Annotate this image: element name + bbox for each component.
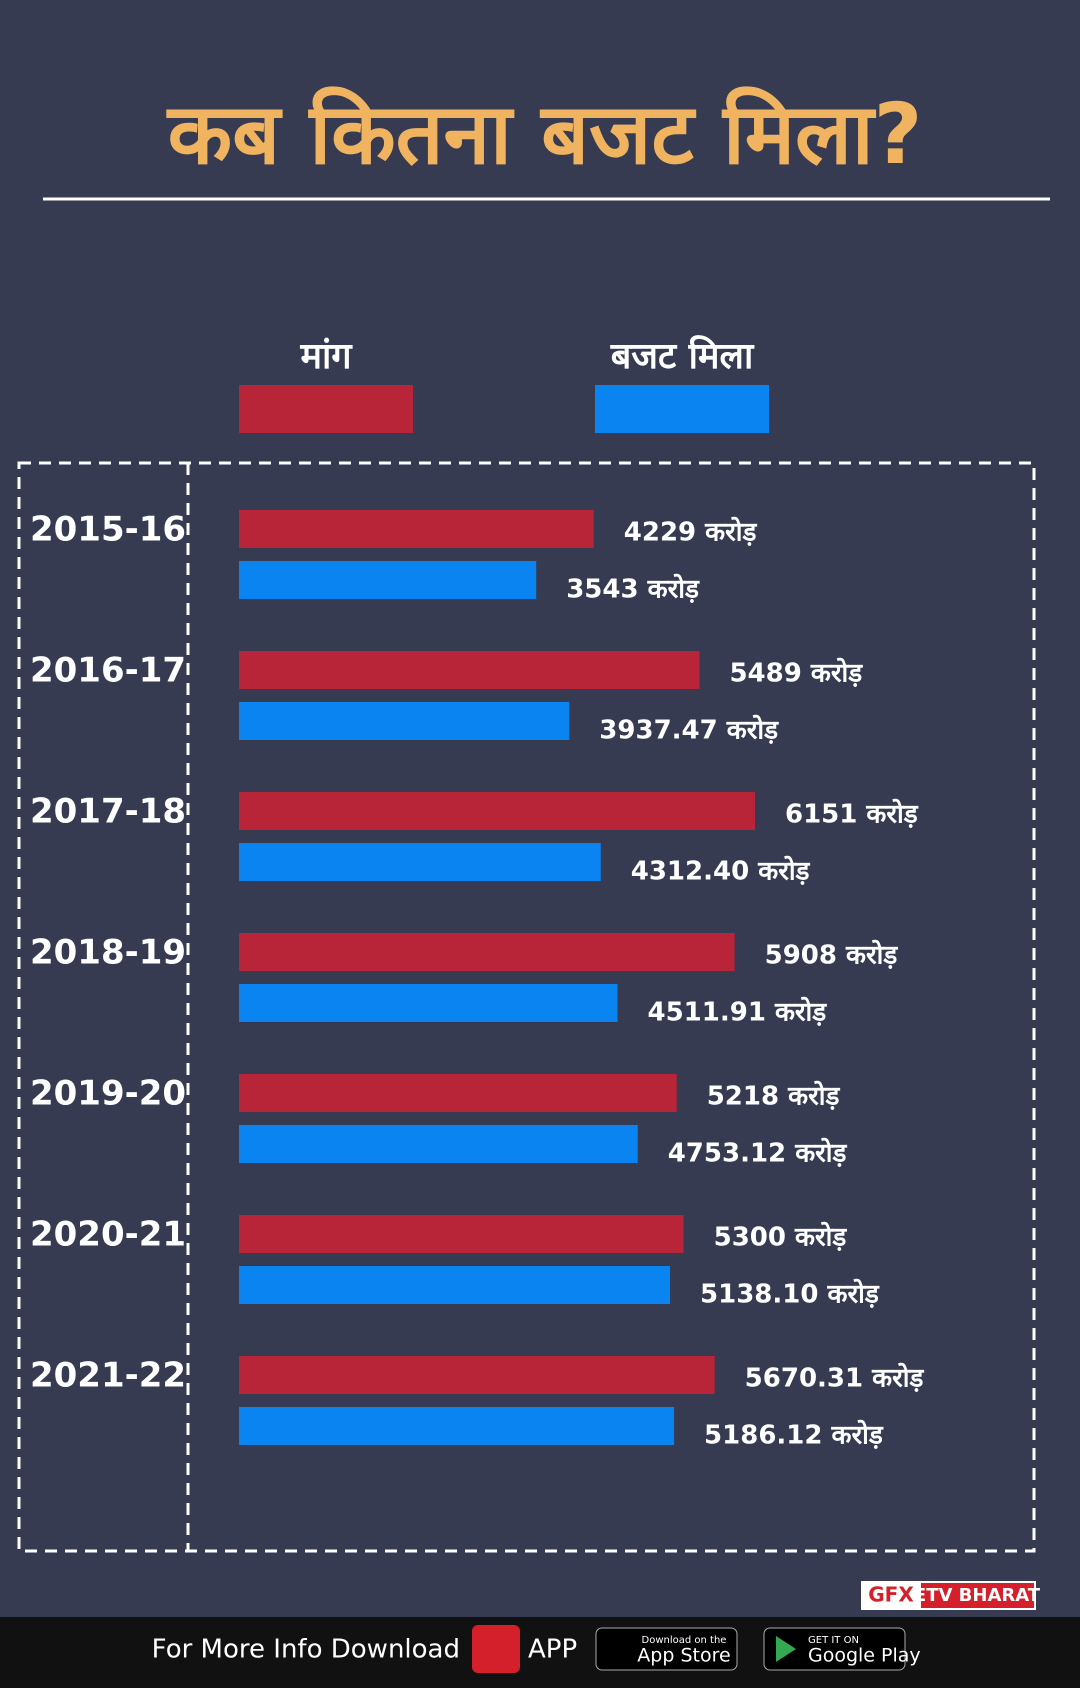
bar bbox=[239, 792, 755, 830]
bar bbox=[239, 1125, 638, 1163]
bar bbox=[239, 1266, 671, 1304]
value-label: 5908 करोड़ bbox=[765, 940, 899, 971]
value-label: 5300 करोड़ bbox=[714, 1222, 848, 1253]
etv-logo bbox=[472, 1625, 520, 1673]
footer-app: APP bbox=[528, 1635, 577, 1665]
value-label: 4753.12 करोड़ bbox=[668, 1138, 848, 1169]
legend-label: बजट मिला bbox=[610, 335, 755, 377]
credit: GFX bbox=[868, 1583, 914, 1607]
value-label: 4229 करोड़ bbox=[624, 517, 758, 548]
play-icon bbox=[776, 1636, 796, 1662]
value-label: 4312.40 करोड़ bbox=[631, 856, 811, 887]
value-label: 5489 करोड़ bbox=[729, 658, 863, 689]
value-label: 5670.31 करोड़ bbox=[745, 1363, 925, 1394]
value-label: 5138.10 करोड़ bbox=[700, 1279, 880, 1310]
y-tick-label: 2021-22 bbox=[30, 1356, 186, 1396]
appstore-small: Download on the bbox=[642, 1635, 727, 1646]
bar bbox=[239, 510, 594, 548]
gplay-label: Google Play bbox=[808, 1645, 921, 1667]
y-tick-label: 2017-18 bbox=[30, 792, 186, 832]
y-tick-label: 2020-21 bbox=[30, 1215, 186, 1255]
bar bbox=[239, 1356, 715, 1394]
y-tick-label: 2016-17 bbox=[30, 651, 186, 691]
value-label: 5186.12 करोड़ bbox=[704, 1420, 884, 1451]
frame bbox=[17, 461, 1036, 1553]
chart-title: कब कितना बजट मिला? bbox=[166, 85, 923, 183]
bar bbox=[239, 1215, 684, 1253]
value-label: 3543 करोड़ bbox=[566, 574, 700, 605]
appstore-badge[interactable] bbox=[595, 1627, 738, 1671]
bar bbox=[239, 702, 570, 740]
footer-text: For More Info Download bbox=[152, 1635, 460, 1665]
value-label: 6151 करोड़ bbox=[785, 799, 919, 830]
legend-label: मांग bbox=[299, 336, 353, 377]
brand-badge bbox=[921, 1583, 1034, 1608]
legend-swatch bbox=[239, 385, 413, 433]
value-label: 4511.91 करोड़ bbox=[647, 997, 827, 1028]
bar bbox=[239, 984, 618, 1022]
bar bbox=[239, 651, 700, 689]
appstore-label: App Store bbox=[637, 1645, 730, 1667]
bar bbox=[239, 1074, 677, 1112]
y-tick-label: 2018-19 bbox=[30, 933, 186, 973]
brand: ETV BHARAT bbox=[914, 1585, 1041, 1606]
bar bbox=[239, 1407, 675, 1445]
y-tick-label: 2019-20 bbox=[30, 1074, 186, 1114]
bar bbox=[239, 561, 537, 599]
value-label: 3937.47 करोड़ bbox=[599, 715, 779, 746]
legend-swatch bbox=[595, 385, 769, 433]
bar bbox=[239, 843, 601, 881]
value-label: 5218 करोड़ bbox=[707, 1081, 841, 1112]
y-tick-label: 2015-16 bbox=[30, 510, 186, 550]
gplay-small: GET IT ON bbox=[808, 1635, 859, 1646]
googleplay-badge[interactable] bbox=[763, 1627, 906, 1671]
bar bbox=[239, 933, 735, 971]
